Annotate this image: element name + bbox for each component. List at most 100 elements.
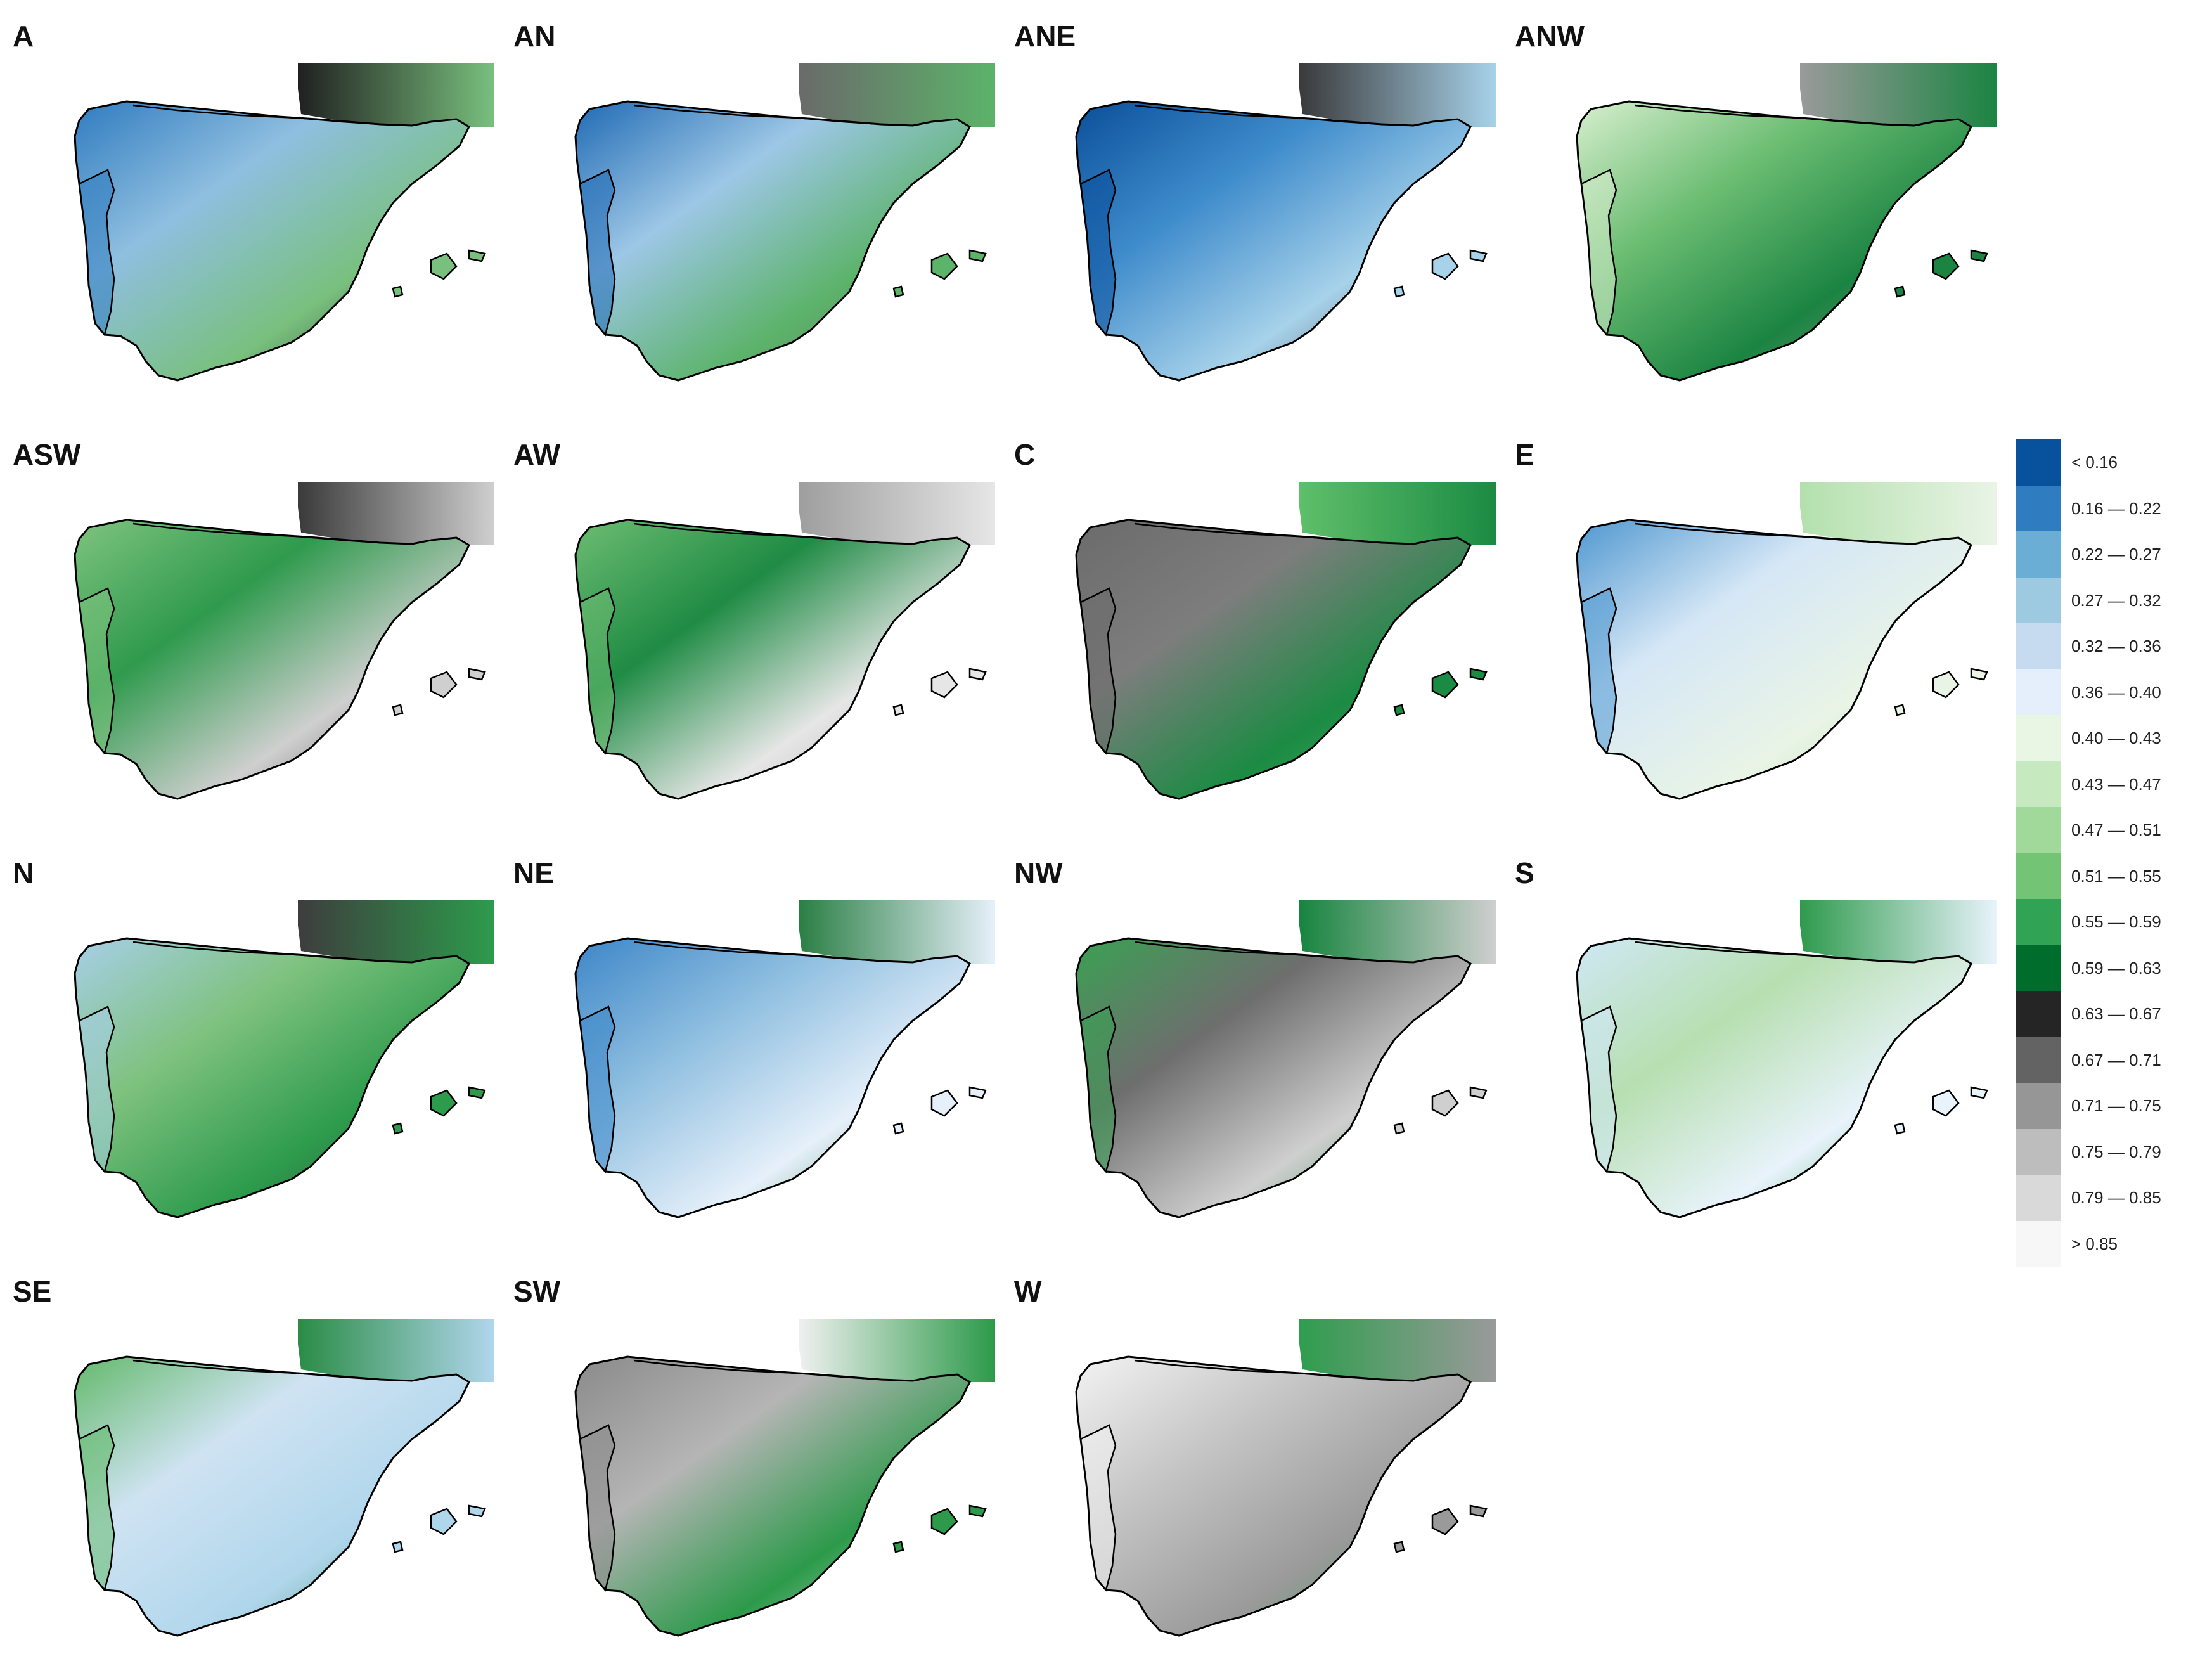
legend-label: 0.59 — 0.63: [2071, 958, 2161, 978]
map-panel-nw: NW: [1014, 856, 1496, 1243]
menorca-island: [1469, 1504, 1488, 1518]
ibiza-island: [1894, 704, 1906, 716]
ibiza-island: [392, 1122, 404, 1135]
pyrenees-border: [633, 104, 882, 126]
portugal-region: [579, 1005, 616, 1173]
iberia-map: [74, 1319, 494, 1637]
menorca-island: [468, 1504, 486, 1518]
iberia-landmass: [574, 937, 971, 1218]
mallorca-island: [1431, 252, 1459, 280]
mallorca-island: [1932, 252, 1960, 280]
ibiza-island: [1393, 285, 1405, 298]
iberia-landmass: [74, 1355, 470, 1637]
mallorca-island: [1431, 1089, 1459, 1117]
legend-label: 0.36 — 0.40: [2071, 682, 2161, 702]
mallorca-island: [430, 1508, 458, 1535]
pyrenees-border: [633, 1359, 882, 1381]
iberia-map: [574, 1319, 995, 1637]
france-region: [298, 482, 494, 545]
map-panel-ne: NE: [513, 856, 995, 1243]
portugal-region: [1580, 587, 1617, 755]
ibiza-island: [892, 285, 904, 298]
mallorca-island: [430, 671, 458, 699]
map-panel-anw: ANW: [1515, 20, 1997, 406]
ibiza-island: [392, 1541, 404, 1553]
mallorca-island: [930, 252, 958, 280]
portugal-region: [1079, 1424, 1117, 1592]
map-panel-se: SE: [13, 1275, 494, 1661]
legend-label: 0.16 — 0.22: [2071, 498, 2161, 518]
map-area: [1052, 63, 1496, 406]
legend-entry: 0.51 — 0.55: [2016, 853, 2199, 899]
legend-label: > 0.85: [2071, 1234, 2118, 1253]
legend-label: 0.67 — 0.71: [2071, 1050, 2161, 1070]
legend-swatch: [2016, 531, 2061, 578]
legend-swatch: [2016, 761, 2061, 807]
ibiza-island: [1393, 704, 1405, 716]
menorca-island: [1970, 668, 1988, 681]
portugal-region: [1580, 169, 1617, 337]
legend-swatch: [2016, 485, 2061, 531]
map-panel-aw: AW: [513, 438, 995, 824]
map-area: [1052, 900, 1496, 1243]
menorca-island: [1469, 249, 1488, 262]
iberia-landmass: [1075, 937, 1472, 1218]
france-region: [1299, 63, 1496, 127]
iberia-landmass: [74, 519, 470, 800]
iberia-landmass: [1075, 519, 1472, 800]
legend-swatch: [2016, 1083, 2061, 1129]
panel-label: C: [1014, 438, 1036, 471]
map-area: [551, 900, 995, 1243]
legend-entry: < 0.16: [2016, 439, 2199, 486]
map-area: [551, 63, 995, 406]
map-area: [551, 1319, 995, 1661]
mallorca-island: [430, 252, 458, 280]
panel-label: ASW: [13, 438, 81, 471]
iberia-landmass: [74, 100, 470, 382]
mallorca-island: [930, 1089, 958, 1117]
portugal-region: [1079, 587, 1117, 755]
ibiza-island: [1894, 285, 1906, 298]
pyrenees-border: [132, 941, 381, 962]
iberia-map: [574, 63, 995, 382]
portugal-region: [1580, 1005, 1617, 1173]
france-region: [1299, 900, 1496, 964]
legend-swatch: [2016, 899, 2061, 945]
legend-label: 0.22 — 0.27: [2071, 545, 2161, 564]
legend-entry: 0.32 — 0.36: [2016, 623, 2199, 669]
panel-label: ANE: [1014, 20, 1076, 53]
legend-entry: > 0.85: [2016, 1220, 2199, 1267]
map-area: [1052, 482, 1496, 824]
iberia-map: [574, 482, 995, 800]
iberia-map: [74, 900, 494, 1218]
map-area: [51, 63, 494, 406]
menorca-island: [968, 249, 987, 262]
pyrenees-border: [1635, 941, 1883, 962]
menorca-island: [468, 249, 486, 262]
map-panel-ane: ANE: [1014, 20, 1496, 406]
legend-entry: 0.71 — 0.75: [2016, 1083, 2199, 1129]
panel-label: A: [13, 20, 34, 53]
map-panel-sw: SW: [513, 1275, 995, 1661]
panel-label: AW: [513, 438, 561, 471]
menorca-island: [1469, 1086, 1488, 1099]
legend-swatch: [2016, 991, 2061, 1037]
legend-swatch: [2016, 623, 2061, 669]
legend-swatch: [2016, 439, 2061, 486]
map-area: [51, 900, 494, 1243]
panel-label: NW: [1014, 856, 1063, 889]
legend-swatch: [2016, 577, 2061, 623]
legend-label: 0.63 — 0.67: [2071, 1004, 2161, 1023]
mallorca-island: [930, 1508, 958, 1535]
legend-label: < 0.16: [2071, 453, 2118, 472]
pyrenees-border: [132, 104, 381, 126]
legend-label: 0.32 — 0.36: [2071, 637, 2161, 656]
legend-entry: 0.79 — 0.85: [2016, 1175, 2199, 1221]
portugal-region: [579, 1424, 616, 1592]
france-region: [1800, 63, 1997, 127]
legend-entry: 0.27 — 0.32: [2016, 577, 2199, 623]
pyrenees-border: [633, 522, 882, 544]
map-area: [551, 482, 995, 824]
iberia-map: [1075, 63, 1496, 382]
portugal-region: [579, 587, 616, 755]
